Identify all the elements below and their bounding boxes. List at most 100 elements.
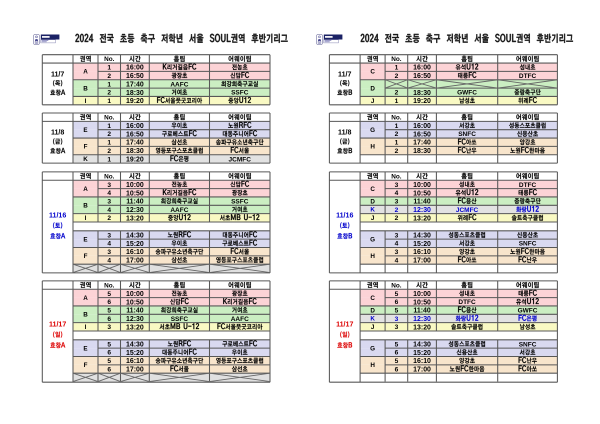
svg-text:3: 3 bbox=[395, 316, 399, 323]
svg-text:5: 5 bbox=[107, 291, 111, 298]
svg-text:E: E bbox=[83, 345, 87, 352]
svg-text:11:40: 11:40 bbox=[413, 308, 431, 315]
svg-text:3: 3 bbox=[395, 324, 399, 331]
svg-text:16:50: 16:50 bbox=[126, 73, 144, 80]
svg-text:11/16: 11/16 bbox=[336, 211, 353, 219]
svg-text:16:50: 16:50 bbox=[413, 131, 431, 138]
svg-text:10:00: 10:00 bbox=[413, 291, 431, 298]
svg-text:19:20: 19:20 bbox=[413, 98, 431, 105]
svg-text:GWFC: GWFC bbox=[457, 90, 477, 97]
svg-text:DTFC: DTFC bbox=[458, 299, 476, 306]
svg-text:J: J bbox=[371, 98, 375, 105]
svg-text:SNFC: SNFC bbox=[458, 131, 476, 138]
svg-text:11/7: 11/7 bbox=[338, 70, 351, 78]
svg-text:1: 1 bbox=[395, 123, 399, 130]
svg-text:DTFC: DTFC bbox=[519, 73, 537, 80]
svg-text:No.: No. bbox=[391, 282, 402, 289]
svg-text:19:20: 19:20 bbox=[126, 98, 144, 105]
svg-text:1: 1 bbox=[107, 156, 111, 163]
svg-text:G: G bbox=[370, 236, 375, 243]
svg-text:17:00: 17:00 bbox=[126, 367, 144, 374]
svg-text:16:00: 16:00 bbox=[413, 65, 431, 72]
svg-text:E: E bbox=[83, 236, 87, 243]
svg-text:No.: No. bbox=[104, 282, 115, 289]
svg-text:10:50: 10:50 bbox=[126, 190, 144, 197]
svg-text:19:20: 19:20 bbox=[126, 156, 144, 163]
svg-text:16:50: 16:50 bbox=[413, 73, 431, 80]
svg-text:4: 4 bbox=[395, 190, 399, 197]
svg-text:K: K bbox=[370, 316, 375, 323]
svg-text:No.: No. bbox=[391, 173, 402, 180]
svg-text:2: 2 bbox=[395, 131, 399, 138]
svg-text:I: I bbox=[85, 324, 87, 331]
svg-text:D: D bbox=[370, 198, 375, 205]
svg-text:11:40: 11:40 bbox=[126, 199, 144, 206]
svg-text:No.: No. bbox=[391, 56, 402, 63]
svg-text:SSFC: SSFC bbox=[231, 90, 249, 97]
svg-text:F: F bbox=[84, 144, 88, 151]
svg-text:10:00: 10:00 bbox=[413, 182, 431, 189]
svg-text:1: 1 bbox=[107, 65, 111, 72]
svg-text:B: B bbox=[83, 203, 88, 210]
svg-text:4: 4 bbox=[107, 190, 111, 197]
svg-text:10:50: 10:50 bbox=[413, 190, 431, 197]
svg-text:2: 2 bbox=[395, 73, 399, 80]
svg-text:5: 5 bbox=[107, 358, 111, 365]
svg-text:11:40: 11:40 bbox=[413, 199, 431, 206]
svg-text:1: 1 bbox=[395, 140, 399, 147]
svg-text:4: 4 bbox=[107, 207, 111, 214]
svg-text:16:10: 16:10 bbox=[126, 358, 144, 365]
svg-text:18:30: 18:30 bbox=[413, 148, 431, 155]
svg-text:D: D bbox=[370, 85, 375, 92]
svg-text:1: 1 bbox=[107, 140, 111, 147]
svg-text:10:00: 10:00 bbox=[126, 291, 144, 298]
svg-text:SSFC: SSFC bbox=[231, 198, 249, 205]
svg-text:16:50: 16:50 bbox=[126, 131, 144, 138]
svg-text:11/17: 11/17 bbox=[336, 320, 353, 328]
svg-text:5: 5 bbox=[107, 307, 111, 314]
svg-text:JCMFC: JCMFC bbox=[456, 207, 479, 214]
svg-text:H: H bbox=[370, 253, 375, 260]
svg-text:No.: No. bbox=[104, 56, 115, 63]
svg-text:3: 3 bbox=[107, 324, 111, 331]
svg-text:4: 4 bbox=[395, 241, 399, 248]
svg-text:18:30: 18:30 bbox=[126, 90, 144, 97]
svg-text:15:20: 15:20 bbox=[126, 350, 144, 357]
svg-text:16:10: 16:10 bbox=[413, 249, 431, 256]
svg-text:13:20: 13:20 bbox=[126, 324, 144, 331]
svg-text:6: 6 bbox=[107, 366, 111, 373]
svg-text:15:20: 15:20 bbox=[413, 350, 431, 357]
svg-text:12:30: 12:30 bbox=[126, 316, 144, 323]
svg-text:GWFC: GWFC bbox=[518, 307, 538, 314]
svg-text:12:30: 12:30 bbox=[413, 316, 431, 323]
svg-text:10:00: 10:00 bbox=[126, 182, 144, 189]
svg-text:F: F bbox=[84, 253, 88, 260]
svg-text:1: 1 bbox=[395, 65, 399, 72]
svg-text:1: 1 bbox=[107, 81, 111, 88]
svg-text:B: B bbox=[83, 312, 88, 319]
svg-text:K: K bbox=[370, 207, 375, 214]
svg-text:2: 2 bbox=[107, 215, 111, 222]
svg-text:3: 3 bbox=[395, 232, 399, 239]
svg-text:I: I bbox=[85, 215, 87, 222]
svg-text:2: 2 bbox=[395, 215, 399, 222]
svg-text:2: 2 bbox=[395, 148, 399, 155]
svg-text:G: G bbox=[370, 127, 375, 134]
svg-text:13:20: 13:20 bbox=[413, 324, 431, 331]
svg-text:16:00: 16:00 bbox=[413, 123, 431, 130]
svg-text:3: 3 bbox=[395, 182, 399, 189]
svg-text:18:30: 18:30 bbox=[413, 90, 431, 97]
svg-text:C: C bbox=[370, 295, 375, 302]
svg-text:10:50: 10:50 bbox=[413, 299, 431, 306]
svg-text:5: 5 bbox=[395, 358, 399, 365]
svg-text:2: 2 bbox=[395, 90, 399, 97]
svg-text:11/16: 11/16 bbox=[49, 211, 66, 219]
svg-text:5: 5 bbox=[395, 307, 399, 314]
svg-text:D: D bbox=[370, 307, 375, 314]
svg-text:AAFC: AAFC bbox=[170, 207, 188, 214]
svg-text:17:40: 17:40 bbox=[126, 81, 144, 88]
svg-text:4: 4 bbox=[107, 241, 111, 248]
svg-text:17:40: 17:40 bbox=[126, 140, 144, 147]
svg-text:6: 6 bbox=[107, 316, 111, 323]
svg-text:1: 1 bbox=[107, 98, 111, 105]
